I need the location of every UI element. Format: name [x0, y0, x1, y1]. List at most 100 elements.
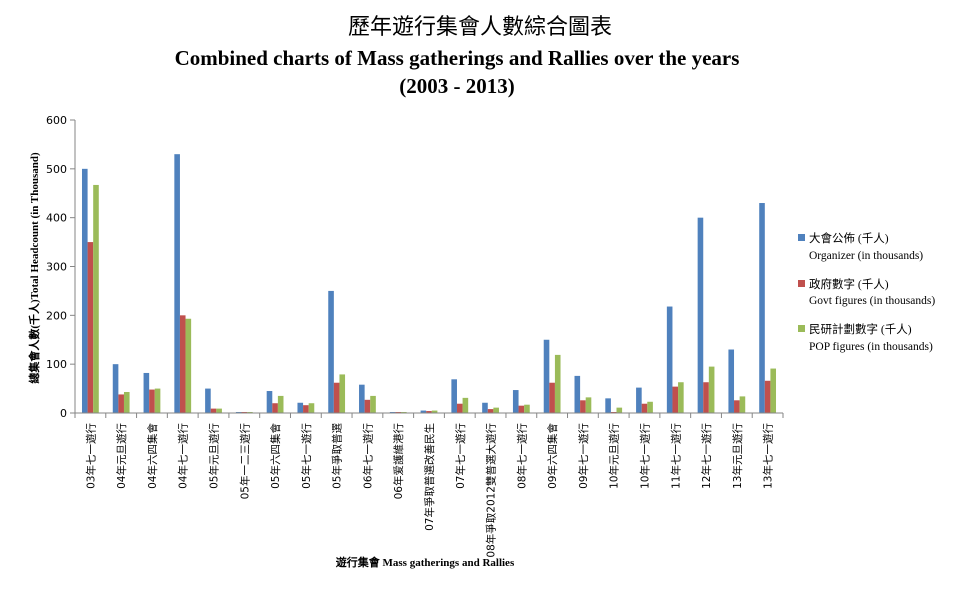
category-label: 05年一二三遊行 [238, 423, 251, 500]
category-label: 03年七一遊行 [84, 423, 97, 489]
category-label: 05年七一遊行 [300, 423, 313, 489]
bar-series-1-cat-6 [272, 403, 278, 413]
y-tick-label: 200 [46, 309, 67, 322]
category-label: 06年爱護維港行 [392, 423, 405, 500]
legend-label-organizer-zh: 大會公佈 (千人) [809, 231, 889, 245]
category-label: 10年七一遊行 [638, 423, 651, 489]
bar-series-0-cat-9 [359, 384, 365, 413]
y-axis-ticks: 0 100 200 300 400 500 600 [46, 114, 75, 420]
bar-series-1-cat-8 [333, 382, 340, 413]
bar-series-0-cat-14 [512, 390, 519, 413]
bar-series-2-cat-6 [277, 395, 284, 413]
bar-series-2-cat-7 [308, 403, 315, 413]
bar-series-1-cat-14 [518, 405, 525, 413]
bar-series-1-cat-20 [703, 382, 709, 413]
bar-series-2-cat-8 [339, 374, 346, 413]
legend-label-govt-zh: 政府數字 (千人) [809, 277, 889, 291]
bar-series-2-cat-11 [431, 410, 438, 413]
bar-series-1-cat-11 [426, 411, 432, 413]
bar-series-2-cat-1 [123, 392, 130, 413]
category-label: 06年七一遊行 [361, 423, 374, 489]
bar-series-2-cat-9 [370, 395, 376, 413]
bar-series-2-cat-3 [185, 318, 192, 413]
category-label: 09年六四集會 [546, 423, 559, 489]
y-tick-label: 600 [46, 114, 67, 127]
legend-swatch-pop [798, 325, 805, 332]
category-labels: 03年七一遊行 04年元旦遊行 04年六四集會 04年七一遊行 05年元旦遊行 05年一二… [74, 413, 784, 558]
legend-label-organizer-en: Organizer (in thousands) [809, 250, 923, 262]
bars [81, 154, 777, 413]
bar-series-0-cat-7 [297, 402, 304, 413]
bar-series-1-cat-18 [641, 403, 648, 413]
legend-label-pop-en: POP figures (in thousands) [809, 341, 933, 353]
bar-series-0-cat-16 [574, 375, 581, 413]
bar-series-0-cat-13 [482, 402, 488, 413]
category-label: 04年元旦遊行 [115, 423, 128, 489]
category-label: 05年爭取普選 [331, 423, 344, 489]
x-axis-label: 遊行集會 Mass gatherings and Rallies [336, 555, 515, 569]
category-label: 04年七一遊行 [177, 423, 190, 489]
category-label: 07年七一遊行 [454, 423, 467, 489]
bar-series-1-cat-1 [118, 394, 124, 413]
bar-series-0-cat-20 [697, 217, 704, 413]
category-label: 09年七一遊行 [577, 423, 590, 489]
bar-series-2-cat-4 [216, 408, 222, 413]
bar-series-2-cat-22 [770, 368, 777, 413]
bar-series-1-cat-9 [364, 399, 371, 413]
bar-series-2-cat-20 [708, 366, 715, 413]
bar-series-0-cat-0 [81, 168, 88, 413]
chart-title: Combined charts of Mass gatherings and R… [175, 46, 740, 70]
bar-series-1-cat-2 [149, 389, 155, 413]
y-tick-label: 400 [46, 212, 67, 225]
legend: 大會公佈 (千人) Organizer (in thousands) 政府數字 … [798, 231, 935, 353]
bar-series-2-cat-21 [739, 396, 746, 413]
category-label: 13年七一遊行 [762, 423, 775, 489]
y-tick-label: 100 [46, 358, 67, 371]
y-axis-label: 總集會人數(千人)Total Headcount (in Thousand) [27, 152, 41, 384]
category-label: 13年元旦遊行 [731, 423, 744, 489]
bar-series-2-cat-19 [678, 382, 684, 413]
bar-series-0-cat-18 [636, 387, 642, 413]
legend-label-govt-en: Govt figures (in thousands) [809, 295, 935, 307]
legend-swatch-govt [798, 280, 805, 287]
bar-series-2-cat-12 [462, 397, 469, 413]
bar-series-0-cat-15 [543, 339, 550, 413]
legend-label-pop-zh: 民研計劃數字 (千人) [809, 322, 912, 336]
bar-series-0-cat-2 [143, 372, 150, 413]
bar-series-0-cat-8 [328, 290, 334, 413]
category-label: 12年七一遊行 [700, 423, 713, 489]
bar-series-0-cat-19 [666, 306, 673, 413]
bar-series-1-cat-22 [764, 380, 771, 413]
bar-series-0-cat-22 [759, 203, 765, 413]
category-label: 05年六四集會 [269, 423, 282, 489]
y-tick-label: 0 [60, 407, 67, 420]
bar-series-2-cat-2 [154, 388, 161, 413]
bar-series-0-cat-12 [451, 379, 457, 413]
bar-series-1-cat-21 [734, 400, 740, 413]
bar-series-0-cat-6 [266, 391, 273, 413]
bar-series-1-cat-4 [210, 408, 217, 413]
category-label: 05年元旦遊行 [208, 423, 221, 489]
bar-series-2-cat-14 [524, 404, 530, 413]
category-label: 08年七一遊行 [515, 423, 528, 489]
y-tick-label: 500 [46, 163, 67, 176]
bar-series-2-cat-15 [554, 354, 561, 413]
bar-series-1-cat-12 [456, 403, 463, 413]
bar-series-2-cat-18 [647, 401, 653, 413]
bar-series-0-cat-11 [420, 410, 427, 413]
bar-series-2-cat-0 [93, 184, 99, 413]
bar-series-2-cat-13 [493, 407, 499, 413]
chart-title-zh: 歷年遊行集會人數綜合圖表 [348, 15, 612, 40]
bar-series-0-cat-17 [605, 398, 611, 413]
category-label: 04年六四集會 [146, 423, 159, 489]
bar-series-2-cat-17 [616, 407, 623, 413]
bar-series-0-cat-3 [174, 154, 180, 413]
category-label: 11年七一遊行 [669, 423, 682, 489]
legend-swatch-organizer [798, 234, 805, 241]
bar-series-0-cat-4 [205, 388, 211, 413]
bar-series-2-cat-16 [585, 397, 592, 413]
bar-series-0-cat-1 [112, 364, 119, 413]
bar-series-1-cat-19 [672, 386, 679, 413]
bar-series-1-cat-13 [487, 409, 494, 413]
